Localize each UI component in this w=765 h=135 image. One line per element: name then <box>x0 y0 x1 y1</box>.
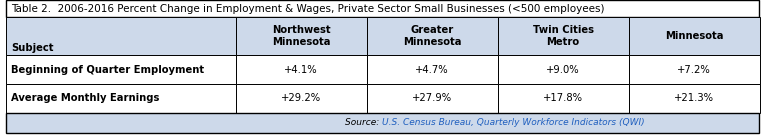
Bar <box>236 55 366 84</box>
Bar <box>6 55 236 84</box>
Bar <box>366 17 498 55</box>
Bar <box>629 55 760 84</box>
Bar <box>236 84 366 113</box>
Text: +4.7%: +4.7% <box>415 65 449 75</box>
Bar <box>6 0 759 17</box>
Bar <box>498 84 629 113</box>
Bar <box>236 17 366 55</box>
Text: +21.3%: +21.3% <box>674 93 715 103</box>
Text: +29.2%: +29.2% <box>282 93 321 103</box>
Bar <box>6 17 236 55</box>
Bar <box>498 17 629 55</box>
Text: +17.8%: +17.8% <box>543 93 583 103</box>
Text: Source:: Source: <box>345 118 382 127</box>
Text: Minnesota: Minnesota <box>665 31 724 41</box>
Bar <box>6 84 236 113</box>
Bar <box>629 17 760 55</box>
Text: Table 2.  2006-2016 Percent Change in Employment & Wages, Private Sector Small B: Table 2. 2006-2016 Percent Change in Emp… <box>11 4 605 14</box>
Text: Greater
Minnesota: Greater Minnesota <box>403 25 461 47</box>
Text: +7.2%: +7.2% <box>677 65 711 75</box>
Text: +4.1%: +4.1% <box>285 65 318 75</box>
Bar <box>366 84 498 113</box>
Bar <box>629 84 760 113</box>
Text: Northwest
Minnesota: Northwest Minnesota <box>272 25 330 47</box>
Text: Beginning of Quarter Employment: Beginning of Quarter Employment <box>11 65 204 75</box>
Text: +9.0%: +9.0% <box>546 65 580 75</box>
Text: Average Monthly Earnings: Average Monthly Earnings <box>11 93 160 103</box>
Bar <box>6 113 759 133</box>
Bar <box>498 55 629 84</box>
Text: Twin Cities
Metro: Twin Cities Metro <box>532 25 594 47</box>
Text: U.S. Census Bureau, Quarterly Workforce Indicators (QWI): U.S. Census Bureau, Quarterly Workforce … <box>382 118 645 127</box>
Text: Subject: Subject <box>11 43 54 53</box>
Text: +27.9%: +27.9% <box>412 93 452 103</box>
Bar <box>366 55 498 84</box>
